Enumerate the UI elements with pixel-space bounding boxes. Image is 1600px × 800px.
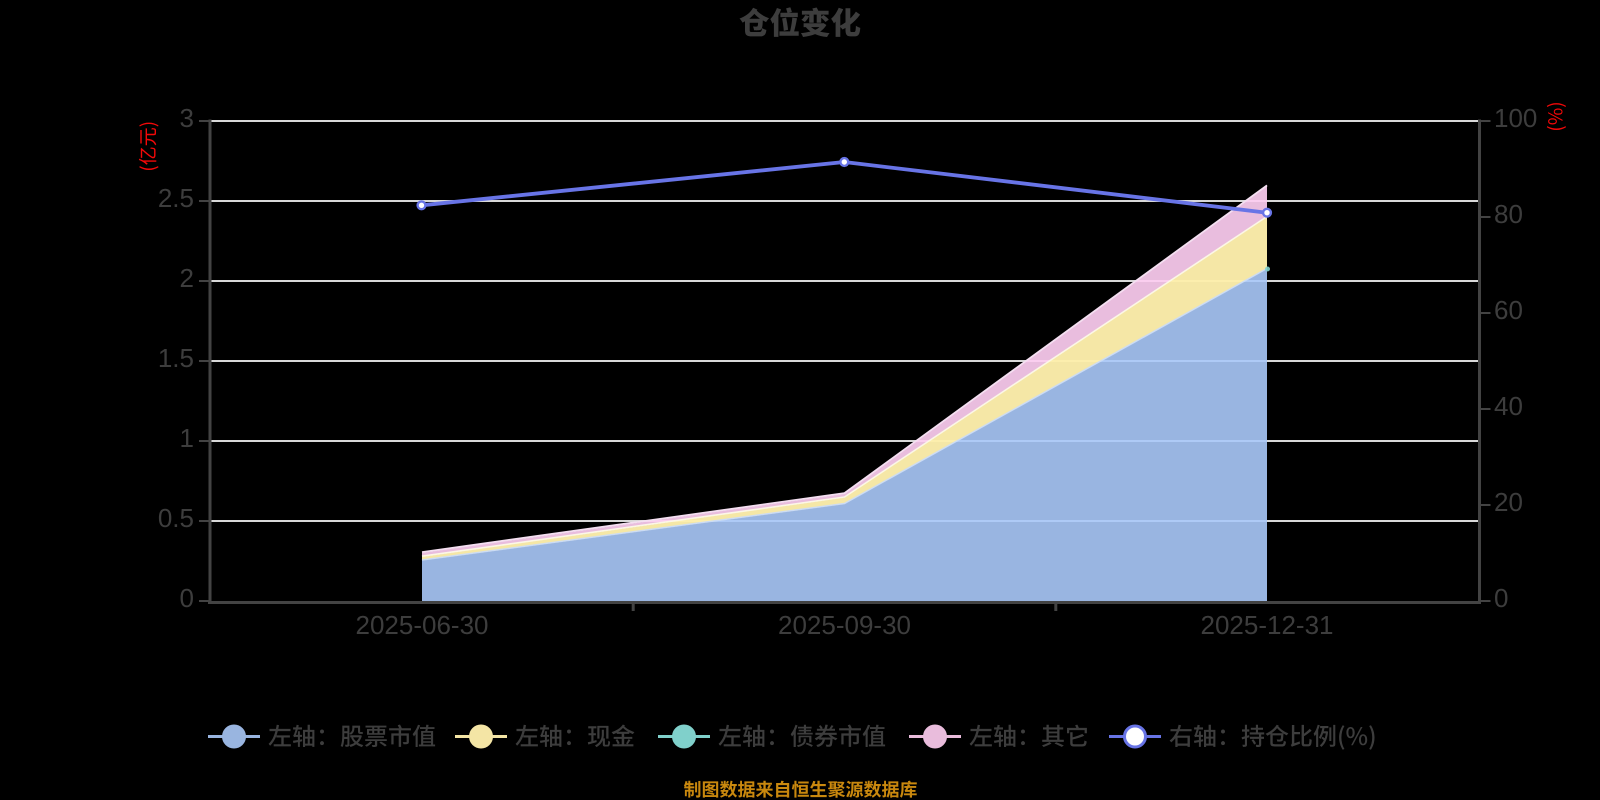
svg-text:1.5: 1.5 (158, 343, 194, 373)
svg-text:0: 0 (180, 583, 194, 613)
svg-text:80: 80 (1494, 199, 1523, 229)
svg-text:0: 0 (1494, 583, 1508, 613)
svg-text:1: 1 (180, 423, 194, 453)
svg-text:2025-12-31: 2025-12-31 (1201, 610, 1334, 640)
svg-text:3: 3 (180, 103, 194, 133)
svg-text:40: 40 (1494, 391, 1523, 421)
svg-text:2025-06-30: 2025-06-30 (356, 610, 489, 640)
svg-text:2.5: 2.5 (158, 183, 194, 213)
svg-text:0.5: 0.5 (158, 503, 194, 533)
svg-text:20: 20 (1494, 487, 1523, 517)
svg-text:100: 100 (1494, 103, 1537, 133)
svg-text:2: 2 (180, 263, 194, 293)
svg-text:60: 60 (1494, 295, 1523, 325)
svg-text:2025-09-30: 2025-09-30 (778, 610, 911, 640)
